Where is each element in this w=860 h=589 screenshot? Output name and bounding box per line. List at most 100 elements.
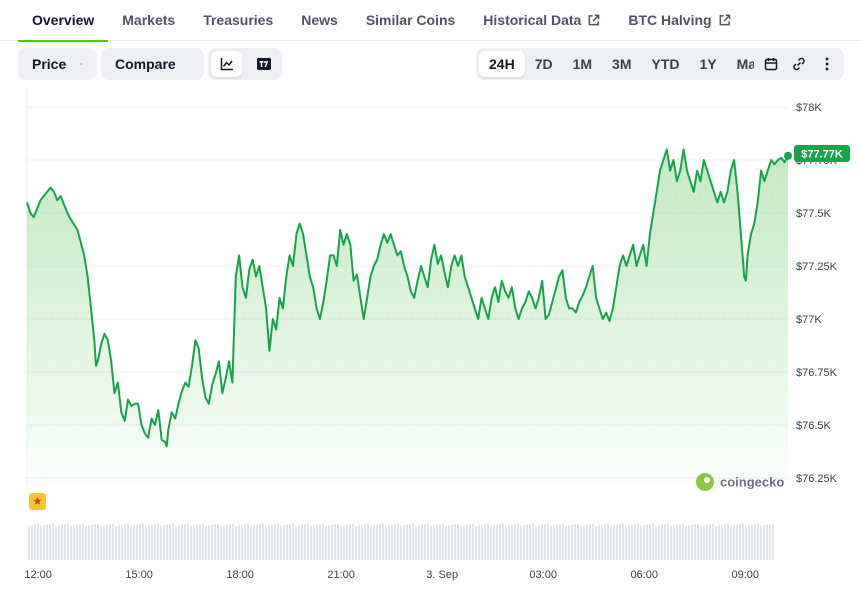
date-range-button[interactable] xyxy=(757,51,785,77)
price-dropdown-label: Price xyxy=(32,56,67,72)
tab-news[interactable]: News xyxy=(287,0,352,41)
range-24h-button[interactable]: 24H xyxy=(479,51,525,77)
share-link-button[interactable] xyxy=(785,51,813,77)
volume-bar xyxy=(499,524,501,560)
tab-btc-halving[interactable]: BTC Halving xyxy=(614,0,744,41)
volume-bar xyxy=(442,523,444,560)
volume-bar xyxy=(502,523,504,560)
volume-bar xyxy=(289,524,291,560)
volume-bar xyxy=(241,524,243,560)
volume-bar xyxy=(493,525,495,560)
volume-bar xyxy=(265,526,267,560)
range-3m-button[interactable]: 3M xyxy=(602,51,641,77)
volume-bar xyxy=(622,523,624,560)
volume-bar xyxy=(451,524,453,560)
volume-bar xyxy=(556,524,558,560)
volume-bar xyxy=(763,525,765,560)
volume-bar xyxy=(568,525,570,560)
volume-bar xyxy=(709,524,711,560)
volume-bar xyxy=(340,526,342,560)
tab-similar-coins[interactable]: Similar Coins xyxy=(352,0,469,41)
volume-bars xyxy=(28,523,774,560)
range-7d-button[interactable]: 7D xyxy=(525,51,563,77)
tab-treasuries[interactable]: Treasuries xyxy=(189,0,287,41)
range-ytd-button[interactable]: YTD xyxy=(642,51,690,77)
volume-bar xyxy=(172,523,174,560)
volume-bar xyxy=(484,524,486,560)
volume-bar xyxy=(757,523,759,560)
volume-bar xyxy=(130,526,132,560)
volume-bar xyxy=(190,526,192,560)
price-dropdown[interactable]: Price xyxy=(18,48,97,80)
price-chart[interactable]: $78K$77.75K$77.5K$77.25K$77K$76.75K$76.5… xyxy=(0,90,860,589)
x-tick-label: 15:00 xyxy=(125,569,153,581)
volume-bar xyxy=(514,524,516,560)
compare-dropdown[interactable]: Compare xyxy=(101,48,204,80)
volume-bar xyxy=(619,524,621,560)
volume-bar xyxy=(463,525,465,560)
volume-bar xyxy=(745,526,747,560)
volume-bar xyxy=(454,524,456,560)
volume-bar xyxy=(415,526,417,560)
volume-bar xyxy=(262,523,264,560)
current-price-badge xyxy=(794,145,850,162)
line-chart-button[interactable] xyxy=(211,51,242,77)
volume-bar xyxy=(472,523,474,560)
volume-bar xyxy=(178,525,180,560)
volume-bar xyxy=(385,526,387,560)
volume-bar xyxy=(373,525,375,560)
volume-bar xyxy=(259,524,261,560)
volume-bar xyxy=(34,524,36,560)
tab-overview[interactable]: Overview xyxy=(18,0,109,42)
volume-bar xyxy=(580,526,582,560)
volume-bar xyxy=(121,524,123,560)
volume-bar xyxy=(148,525,150,560)
volume-bar xyxy=(679,524,681,560)
volume-bar xyxy=(133,525,135,560)
volume-bar xyxy=(613,525,615,560)
external-link-icon xyxy=(719,14,730,25)
range-1y-button[interactable]: 1Y xyxy=(690,51,727,77)
volume-bar xyxy=(343,525,345,560)
more-vertical-icon xyxy=(825,57,829,71)
volume-bar xyxy=(457,523,459,560)
x-axis: 12:00 15:00 18:00 21:00 3. Sep 03:00 06:00 09:0… xyxy=(24,569,759,581)
volume-bar xyxy=(73,525,75,560)
volume-bar xyxy=(637,523,639,560)
volume-bar xyxy=(529,524,531,560)
volume-bar xyxy=(673,525,675,560)
news-event-marker[interactable] xyxy=(29,493,46,510)
volume-bar xyxy=(718,525,720,560)
volume-bar xyxy=(667,523,669,560)
volume-bar xyxy=(598,525,600,560)
volume-bar xyxy=(607,523,609,560)
volume-bar xyxy=(46,524,48,560)
volume-bar xyxy=(100,526,102,560)
volume-bar xyxy=(31,524,33,560)
tradingview-icon xyxy=(256,58,271,70)
volume-bar xyxy=(193,525,195,560)
volume-bar xyxy=(589,524,591,560)
volume-bar xyxy=(643,525,645,560)
volume-bar xyxy=(553,525,555,560)
volume-bar xyxy=(49,524,51,560)
volume-bar xyxy=(724,524,726,560)
volume-bar xyxy=(310,526,312,560)
volume-bar xyxy=(337,523,339,560)
volume-bar xyxy=(106,524,108,560)
volume-bar xyxy=(334,524,336,560)
y-tick-label: $77.25K xyxy=(796,261,838,273)
volume-bar xyxy=(67,523,69,560)
range-1m-button[interactable]: 1M xyxy=(563,51,602,77)
volume-bar xyxy=(559,524,561,560)
more-options-button[interactable] xyxy=(813,51,841,77)
volume-bar xyxy=(277,523,279,560)
volume-bar xyxy=(436,524,438,560)
volume-bar xyxy=(166,524,168,560)
tab-historical-data[interactable]: Historical Data xyxy=(469,0,614,41)
tab-label: BTC Halving xyxy=(628,12,712,28)
volume-bar xyxy=(631,524,633,560)
tab-markets[interactable]: Markets xyxy=(108,0,189,41)
volume-bar xyxy=(229,524,231,560)
tradingview-button[interactable] xyxy=(248,51,279,77)
